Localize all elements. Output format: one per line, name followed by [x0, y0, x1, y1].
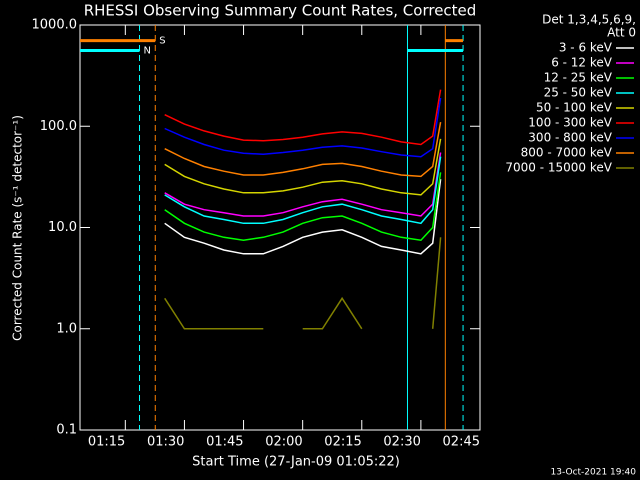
y-tick-label: 10.0 — [48, 220, 77, 235]
y-axis-label: Corrected Count Rate (s⁻¹ detector⁻¹) — [11, 115, 25, 341]
footer: 13-Oct-2021 19:40 — [551, 468, 637, 478]
legend-label: 100 - 300 keV — [528, 116, 612, 130]
legend-label: 300 - 800 keV — [528, 131, 612, 145]
series-line — [164, 237, 442, 330]
series-line — [164, 179, 442, 255]
legend-label: 50 - 100 keV — [536, 101, 613, 115]
series-line — [164, 97, 442, 158]
flag-label: S — [159, 36, 165, 47]
legend-label: 12 - 25 keV — [544, 71, 613, 85]
legend-label: 6 - 12 keV — [551, 56, 613, 70]
flag-label: N — [144, 45, 151, 56]
chart-title: RHESSI Observing Summary Count Rates, Co… — [84, 2, 477, 20]
legend-label: 800 - 7000 keV — [521, 146, 613, 160]
y-tick-label: 1.0 — [56, 321, 77, 336]
legend-title: Det 1,3,4,5,6,9, — [542, 13, 636, 27]
series-line — [164, 138, 442, 196]
x-tick-label: 01:45 — [206, 435, 243, 450]
series-line — [164, 89, 442, 146]
x-tick-label: 02:15 — [324, 435, 361, 450]
legend-label: 3 - 6 keV — [559, 41, 613, 55]
x-axis-label: Start Time (27-Jan-09 01:05:22) — [192, 455, 400, 470]
legend-label: 25 - 50 keV — [544, 86, 613, 100]
x-tick-label: 01:15 — [88, 435, 125, 450]
y-tick-label: 0.1 — [56, 423, 77, 438]
series-line — [164, 156, 442, 225]
y-tick-label: 1000.0 — [32, 18, 78, 33]
legend-title: Att 0 — [607, 26, 636, 40]
series-line — [164, 152, 442, 217]
x-tick-label: 02:45 — [443, 435, 480, 450]
x-tick-label: 02:30 — [383, 435, 420, 450]
series-line — [164, 121, 442, 178]
series-line — [164, 172, 442, 241]
y-tick-label: 100.0 — [40, 119, 77, 134]
x-tick-label: 02:00 — [265, 435, 302, 450]
x-tick-label: 01:30 — [147, 435, 184, 450]
legend-label: 7000 - 15000 keV — [505, 161, 612, 175]
